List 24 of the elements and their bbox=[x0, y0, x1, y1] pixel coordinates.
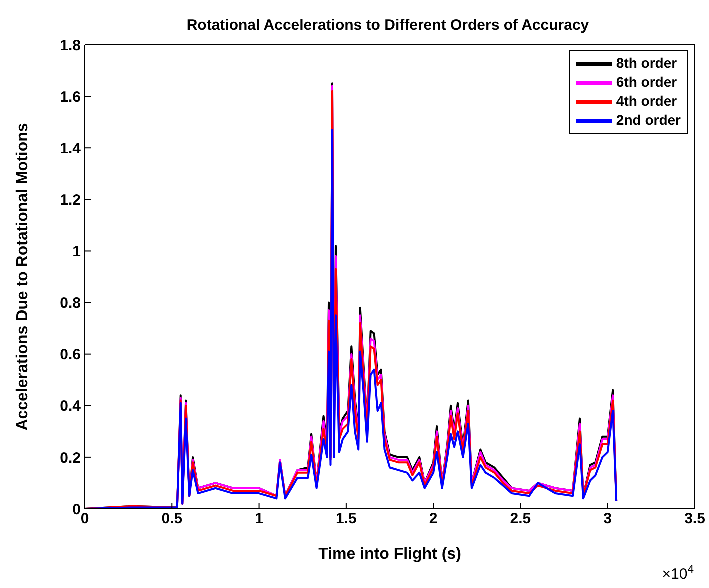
y-tick-label: 1.8 bbox=[60, 37, 81, 54]
y-tick-label: 1 bbox=[72, 244, 81, 261]
x-tick-label: 0.5 bbox=[162, 510, 183, 528]
text: ×10$^{4}$ bbox=[662, 564, 694, 583]
y-tick-label: 0.6 bbox=[60, 346, 81, 364]
y-axis-title: Accelerations Due to Rotational Motions bbox=[14, 123, 32, 431]
x-tick-label: 3 bbox=[604, 510, 612, 528]
legend-label: 8th order bbox=[616, 54, 678, 73]
y-tick-label: 1.2 bbox=[60, 192, 81, 209]
x-tick-label: 1 bbox=[255, 510, 264, 528]
x-axis-title: Time into Flight (s) bbox=[318, 546, 462, 563]
x-tick-label: 2 bbox=[429, 510, 438, 528]
y-tick-label: 0.4 bbox=[60, 398, 82, 416]
x-tick-label: 2.5 bbox=[510, 510, 532, 528]
legend-label: 6th order bbox=[616, 73, 678, 92]
y-tick-label: 1.6 bbox=[60, 88, 81, 106]
y-tick-label: 0.8 bbox=[60, 295, 81, 312]
legend-label: 2nd order bbox=[616, 111, 681, 130]
legend-label: 4th order bbox=[616, 92, 678, 111]
chart-title: Rotational Accelerations to Different Orders of Accuracy bbox=[186, 17, 590, 34]
y-tick-label: 0.2 bbox=[60, 450, 81, 467]
x-tick-label: 3.5 bbox=[684, 510, 706, 528]
x-tick-label: 1.5 bbox=[336, 510, 357, 528]
y-tick-label: 1.4 bbox=[60, 140, 82, 158]
